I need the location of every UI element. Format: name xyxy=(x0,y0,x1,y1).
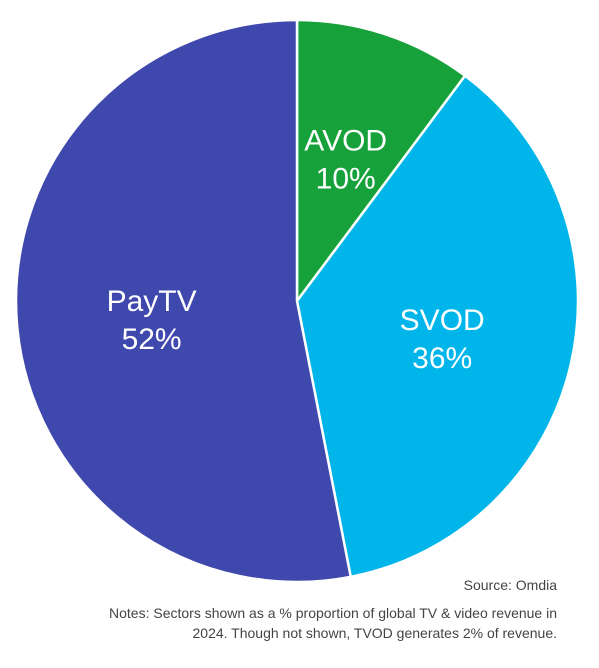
notes-line-2: 2024. Though not shown, TVOD generates 2… xyxy=(192,625,558,641)
slice-value-svod: 36% xyxy=(412,342,472,375)
slice-value-paytv: 52% xyxy=(122,323,182,356)
slice-label-svod: SVOD xyxy=(400,304,485,337)
pie-slice-paytv xyxy=(14,18,352,584)
notes-text: Notes: Sectors shown as a % proportion o… xyxy=(17,603,557,643)
source-note: Source: Omdia xyxy=(463,577,557,593)
notes-line-1: Notes: Sectors shown as a % proportion o… xyxy=(109,605,557,621)
slice-value-avod: 10% xyxy=(316,162,376,195)
slice-label-avod: AVOD xyxy=(304,124,387,157)
pie-slice-svod xyxy=(295,74,580,579)
slice-label-paytv: PayTV xyxy=(107,285,197,318)
pie-slice-avod xyxy=(295,18,467,303)
